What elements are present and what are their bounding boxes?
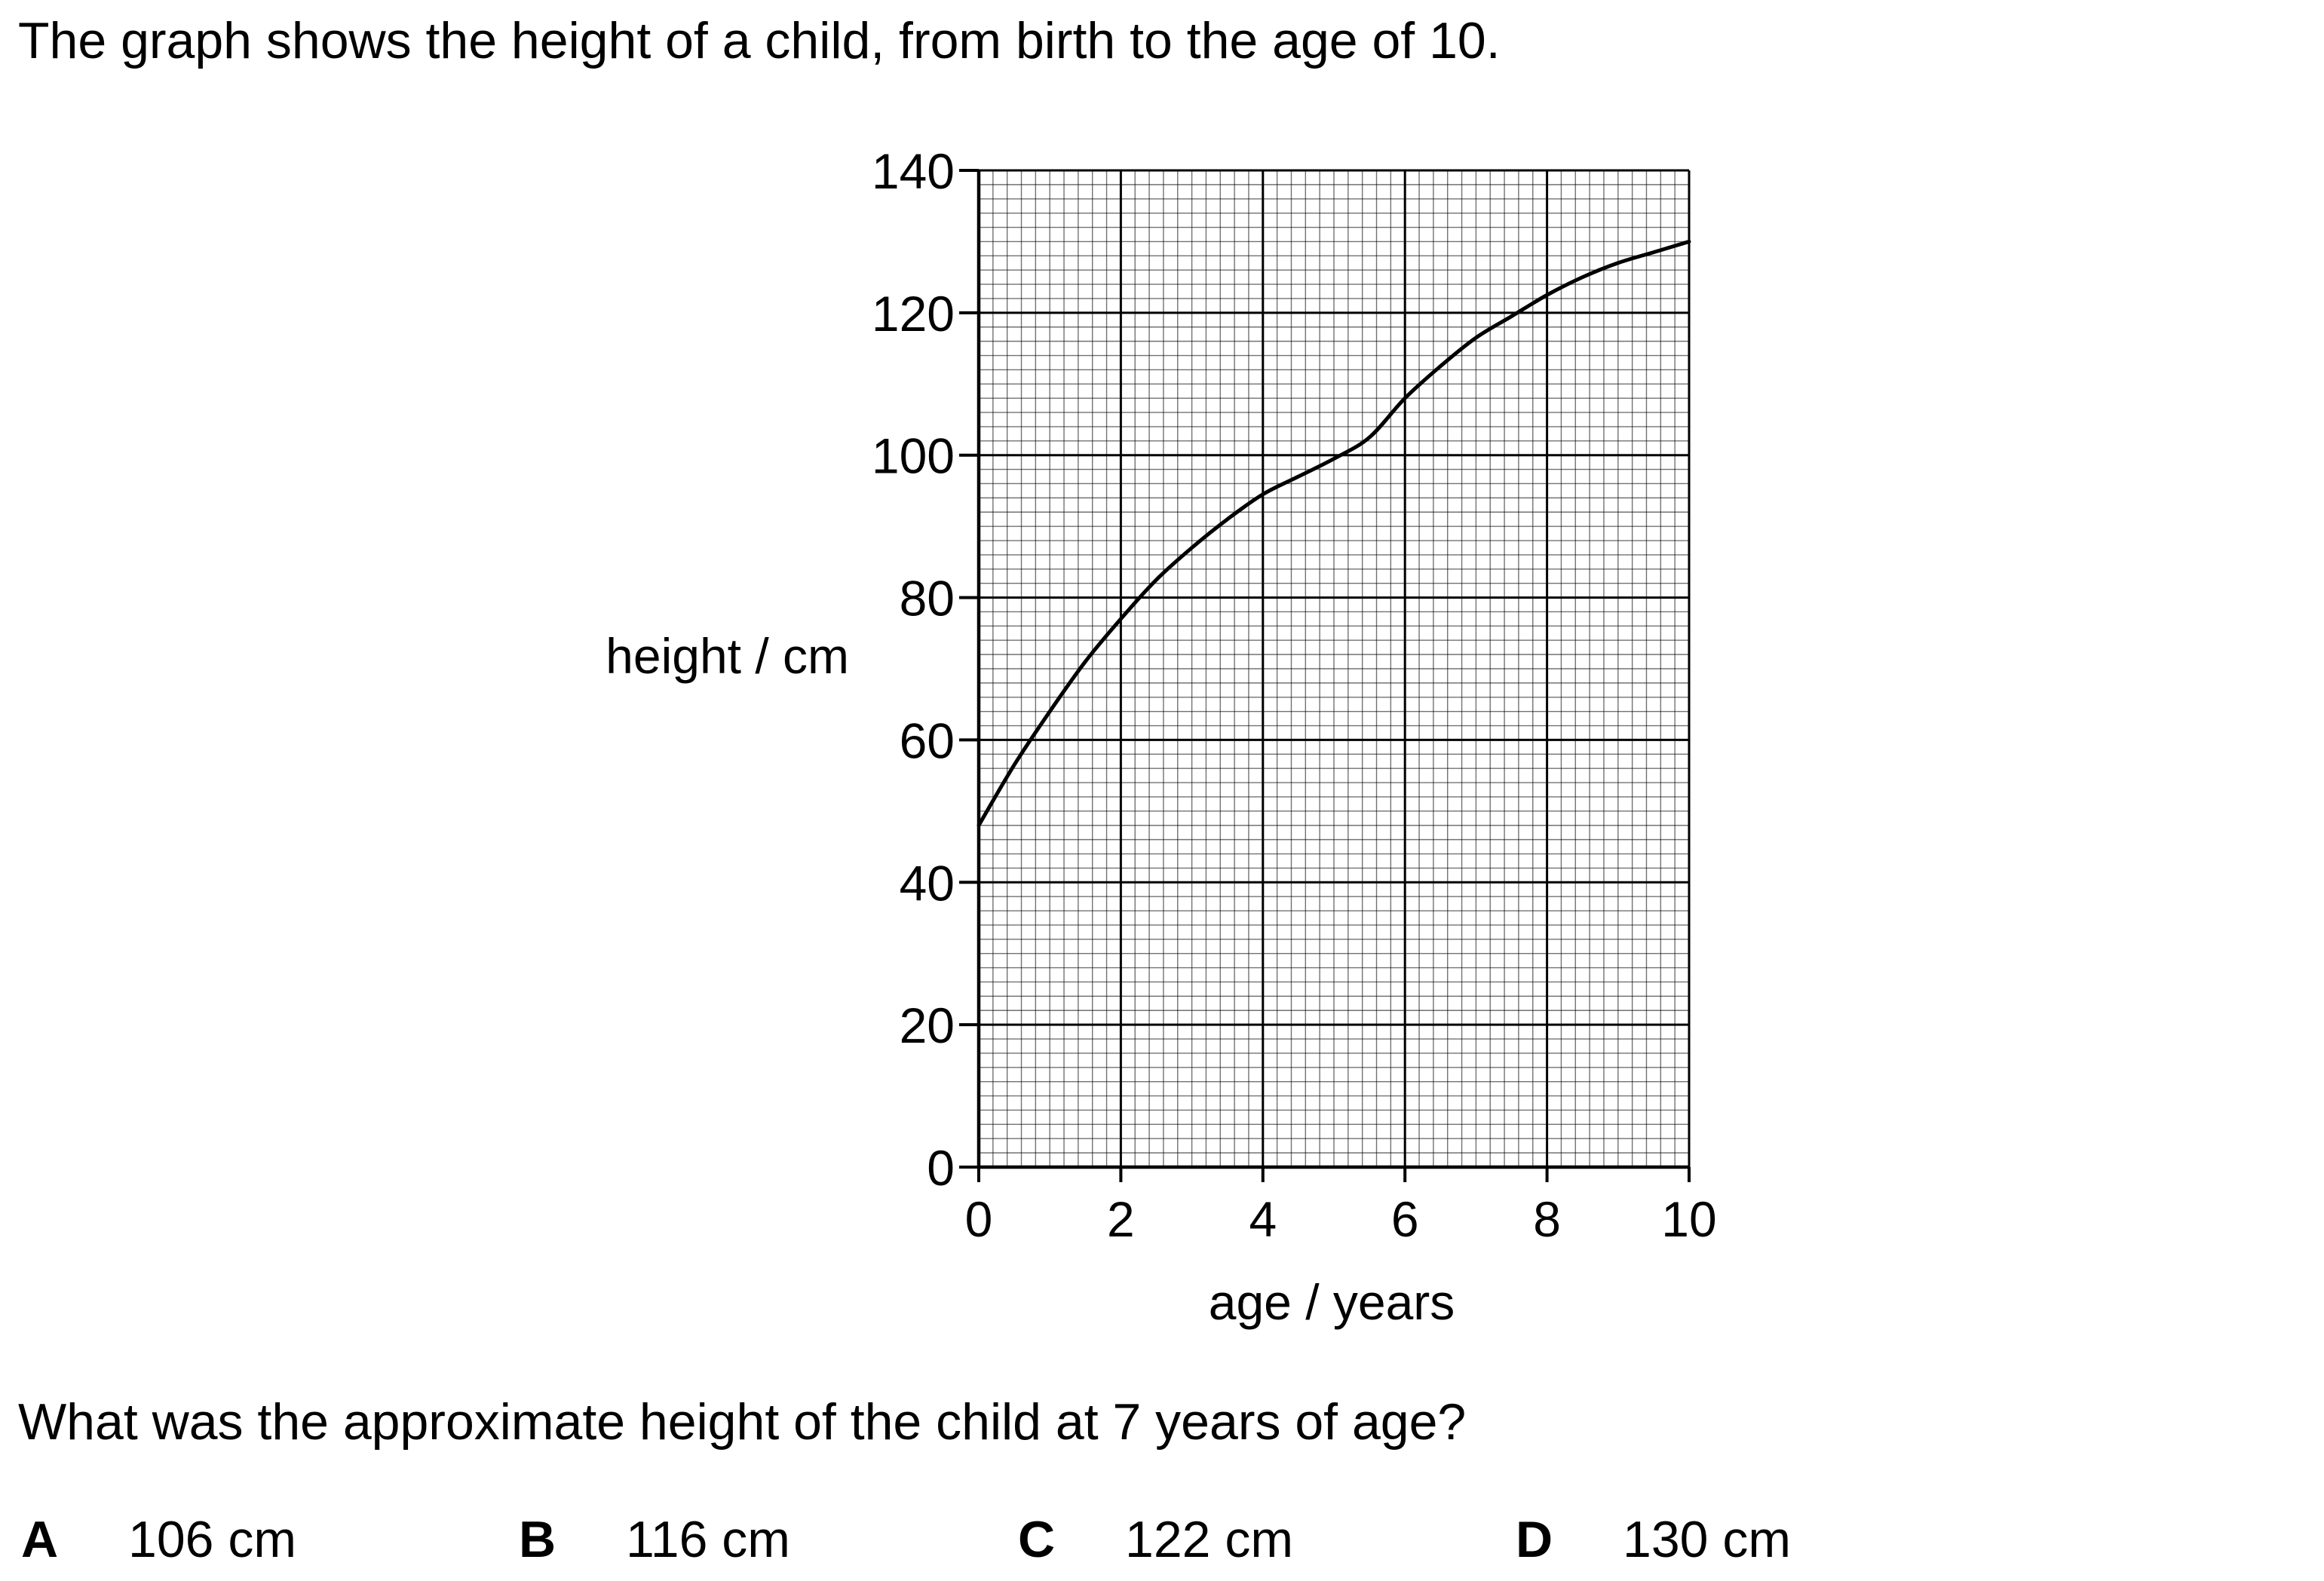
series-layer	[977, 239, 1691, 828]
option-letter: C	[1018, 1511, 1056, 1568]
x-tick-label: 8	[1533, 1191, 1561, 1247]
y-tick-label: 120	[872, 286, 955, 342]
y-tick-label: 100	[872, 428, 955, 484]
y-tick-label: 140	[872, 143, 955, 199]
ticks	[959, 169, 1691, 1182]
y-tick-label: 0	[927, 1140, 955, 1196]
axes	[977, 170, 1689, 1169]
minor-grid	[978, 170, 1690, 1168]
y-tick-label: 40	[900, 855, 955, 911]
y-tick-label: 60	[900, 712, 955, 768]
option-value: 106 cm	[128, 1511, 296, 1568]
intro-text: The graph shows the height of a child, f…	[18, 12, 1501, 69]
y-tick-label: 20	[900, 997, 955, 1053]
x-tick-label: 4	[1249, 1191, 1277, 1247]
option-value: 130 cm	[1623, 1511, 1791, 1568]
option-value: 122 cm	[1125, 1511, 1293, 1568]
option-value: 116 cm	[626, 1511, 790, 1568]
question-text: What was the approximate height of the c…	[18, 1393, 1467, 1451]
x-tick-label: 2	[1107, 1191, 1135, 1247]
option-letter: B	[519, 1511, 556, 1568]
y-axis-title: height / cm	[606, 628, 849, 684]
x-axis-title: age / years	[1209, 1274, 1455, 1330]
option-letter: A	[21, 1511, 59, 1568]
series-line	[977, 239, 1691, 828]
x-tick-label: 6	[1391, 1191, 1419, 1247]
x-tick-label: 0	[965, 1191, 993, 1247]
option-letter: D	[1516, 1511, 1553, 1568]
x-tick-label: 10	[1661, 1191, 1716, 1247]
y-tick-label: 80	[900, 571, 955, 627]
